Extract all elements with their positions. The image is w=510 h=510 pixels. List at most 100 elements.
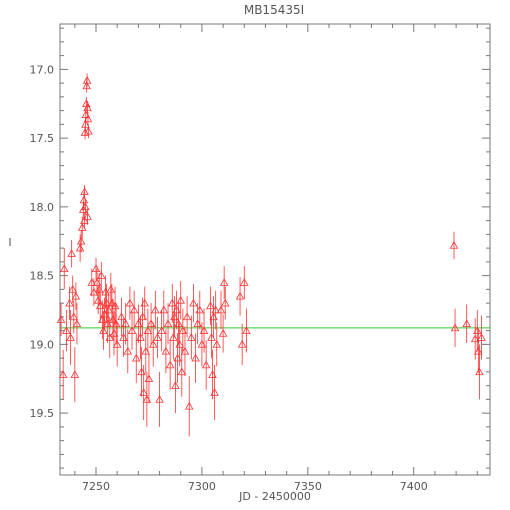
data-point	[169, 315, 178, 360]
data-point	[84, 124, 93, 139]
data-point	[178, 308, 188, 353]
data-point	[72, 303, 82, 345]
y-tick-label: 18.5	[30, 270, 55, 283]
triangle-marker	[163, 319, 173, 328]
triangle-marker	[59, 264, 69, 273]
data-point	[171, 358, 180, 414]
data-point	[201, 340, 211, 390]
triangle-marker	[219, 278, 229, 286]
data-point	[182, 296, 192, 338]
triangle-marker	[112, 339, 122, 348]
triangle-marker	[62, 326, 71, 334]
triangle-marker	[216, 305, 226, 314]
triangle-marker	[91, 264, 101, 273]
triangle-marker	[83, 212, 92, 220]
triangle-marker	[105, 333, 115, 341]
data-point	[59, 248, 69, 290]
triangle-marker	[182, 312, 192, 321]
triangle-marker	[131, 353, 141, 362]
triangle-marker	[83, 114, 93, 123]
triangle-marker	[82, 81, 91, 90]
triangle-marker	[199, 326, 209, 334]
triangle-marker	[477, 333, 486, 341]
data-point	[165, 340, 175, 390]
data-point	[62, 310, 71, 352]
data-point	[175, 322, 184, 367]
triangle-marker	[220, 298, 230, 307]
triangle-marker	[80, 187, 89, 196]
triangle-marker	[139, 388, 148, 396]
data-point	[240, 266, 249, 299]
triangle-marker	[475, 367, 484, 376]
data-point	[170, 296, 179, 338]
data-point	[91, 257, 101, 280]
data-point	[67, 239, 76, 268]
data-point	[174, 301, 183, 346]
triangle-marker	[474, 346, 483, 355]
data-point	[58, 349, 68, 400]
data-point	[104, 293, 113, 327]
triangle-marker	[69, 312, 79, 321]
data-point	[97, 261, 106, 290]
y-tick-label: 17.0	[30, 63, 55, 76]
data-point	[219, 266, 229, 299]
triangle-marker	[106, 284, 116, 293]
data-point	[449, 231, 459, 260]
x-tick-label: 7300	[188, 480, 216, 493]
data-point	[242, 308, 251, 353]
x-tick-label: 7400	[400, 480, 428, 493]
triangle-marker	[104, 305, 113, 314]
triangle-marker	[80, 128, 90, 136]
data-point	[212, 322, 222, 367]
y-tick-label: 19.5	[30, 407, 55, 420]
x-tick-label: 7250	[82, 480, 110, 493]
data-point	[105, 316, 115, 359]
triangle-marker	[148, 339, 158, 348]
triangle-marker	[58, 370, 68, 378]
plot-frame	[59, 23, 491, 476]
triangle-marker	[80, 216, 89, 224]
triangle-marker	[68, 284, 77, 293]
triangle-marker	[180, 346, 190, 355]
data-point	[195, 290, 205, 330]
triangle-marker	[82, 75, 92, 84]
data-point	[127, 311, 137, 350]
data-point	[189, 283, 198, 323]
data-point	[157, 310, 166, 352]
data-point	[139, 365, 148, 420]
data-point	[180, 326, 190, 376]
data-point	[141, 329, 151, 374]
triangle-marker	[449, 240, 459, 249]
data-point	[199, 308, 209, 353]
data-point	[80, 125, 90, 140]
data-point	[237, 323, 247, 365]
triangle-marker	[473, 326, 482, 334]
y-tick-label: 19.0	[30, 338, 55, 351]
x-axis-label: JD - 2450000	[238, 490, 311, 503]
triangle-marker	[70, 370, 80, 378]
data-point	[235, 277, 245, 316]
data-point	[136, 315, 145, 360]
triangle-marker	[189, 298, 198, 307]
triangle-marker	[71, 291, 81, 300]
data-point	[477, 315, 486, 360]
triangle-marker	[157, 326, 166, 334]
triangle-marker	[97, 271, 106, 279]
data-point	[82, 73, 92, 88]
data-point	[211, 290, 220, 330]
triangle-marker	[235, 291, 245, 300]
data-point	[191, 333, 200, 383]
triangle-marker	[84, 126, 93, 135]
chart-title: MB15435I	[244, 3, 304, 17]
data-point	[77, 216, 87, 239]
data-point	[82, 79, 91, 93]
data-point	[140, 286, 150, 320]
triangle-marker	[240, 278, 249, 286]
axis-ticks: 7250 7300 7350 7400 17.0 17.5 18.0 18.5 19.0 19.5	[30, 24, 490, 493]
triangle-marker	[462, 319, 471, 328]
data-point	[112, 322, 122, 367]
data-point	[94, 272, 104, 306]
triangle-marker	[206, 301, 215, 310]
